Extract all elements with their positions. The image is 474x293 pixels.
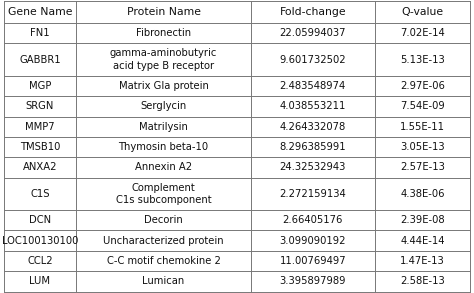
Text: Fibronectin: Fibronectin	[136, 28, 191, 38]
Text: LUM: LUM	[29, 276, 50, 286]
Text: 4.44E-14: 4.44E-14	[400, 236, 445, 246]
Text: DCN: DCN	[29, 215, 51, 225]
Text: gamma-aminobutyric
acid type B receptor: gamma-aminobutyric acid type B receptor	[110, 48, 217, 71]
Text: 7.02E-14: 7.02E-14	[400, 28, 445, 38]
Text: 1.47E-13: 1.47E-13	[400, 256, 445, 266]
Text: SRGN: SRGN	[26, 101, 54, 111]
Text: Uncharacterized protein: Uncharacterized protein	[103, 236, 224, 246]
Text: 2.58E-13: 2.58E-13	[400, 276, 445, 286]
Text: 3.099090192: 3.099090192	[280, 236, 346, 246]
Text: Lumican: Lumican	[142, 276, 185, 286]
Text: 2.483548974: 2.483548974	[280, 81, 346, 91]
Text: 5.13E-13: 5.13E-13	[400, 54, 445, 64]
Text: ANXA2: ANXA2	[23, 163, 57, 173]
Text: 8.296385991: 8.296385991	[280, 142, 346, 152]
Text: 2.57E-13: 2.57E-13	[400, 163, 445, 173]
Bar	[4, 157, 470, 178]
Text: 9.601732502: 9.601732502	[280, 54, 346, 64]
Text: Matrix Gla protein: Matrix Gla protein	[118, 81, 209, 91]
Text: 4.38E-06: 4.38E-06	[400, 189, 445, 199]
Text: 11.00769497: 11.00769497	[280, 256, 346, 266]
Text: Gene Name: Gene Name	[8, 7, 72, 17]
Text: CCL2: CCL2	[27, 256, 53, 266]
Text: C-C motif chemokine 2: C-C motif chemokine 2	[107, 256, 220, 266]
Bar	[4, 23, 470, 43]
Text: 4.038553211: 4.038553211	[280, 101, 346, 111]
Text: 2.39E-08: 2.39E-08	[400, 215, 445, 225]
Bar	[4, 96, 470, 117]
Text: TMSB10: TMSB10	[20, 142, 60, 152]
Text: 2.97E-06: 2.97E-06	[400, 81, 445, 91]
Bar	[4, 117, 470, 137]
Text: Annexin A2: Annexin A2	[135, 163, 192, 173]
Text: 22.05994037: 22.05994037	[280, 28, 346, 38]
Text: 4.264332078: 4.264332078	[280, 122, 346, 132]
Text: 24.32532943: 24.32532943	[280, 163, 346, 173]
Text: FN1: FN1	[30, 28, 50, 38]
Text: MGP: MGP	[29, 81, 51, 91]
Text: 3.395897989: 3.395897989	[280, 276, 346, 286]
Bar	[4, 43, 470, 76]
Bar	[4, 1, 470, 23]
Text: 3.05E-13: 3.05E-13	[400, 142, 445, 152]
Text: 2.272159134: 2.272159134	[279, 189, 346, 199]
Text: Q-value: Q-value	[401, 7, 444, 17]
Bar	[4, 251, 470, 271]
Text: 1.55E-11: 1.55E-11	[400, 122, 445, 132]
Text: Matrilysin: Matrilysin	[139, 122, 188, 132]
Text: Thymosin beta-10: Thymosin beta-10	[118, 142, 209, 152]
Text: LOC100130100: LOC100130100	[2, 236, 78, 246]
Text: Decorin: Decorin	[144, 215, 183, 225]
Text: Serglycin: Serglycin	[140, 101, 187, 111]
Bar	[4, 137, 470, 157]
Bar	[4, 230, 470, 251]
Text: 2.66405176: 2.66405176	[283, 215, 343, 225]
Text: Complement
C1s subcomponent: Complement C1s subcomponent	[116, 183, 211, 205]
Text: Protein Name: Protein Name	[127, 7, 201, 17]
Bar	[4, 76, 470, 96]
Bar	[4, 178, 470, 210]
Text: GABBR1: GABBR1	[19, 54, 61, 64]
Bar	[4, 271, 470, 292]
Text: Fold-change: Fold-change	[280, 7, 346, 17]
Text: MMP7: MMP7	[25, 122, 55, 132]
Text: 7.54E-09: 7.54E-09	[400, 101, 445, 111]
Bar	[4, 210, 470, 230]
Text: C1S: C1S	[30, 189, 50, 199]
